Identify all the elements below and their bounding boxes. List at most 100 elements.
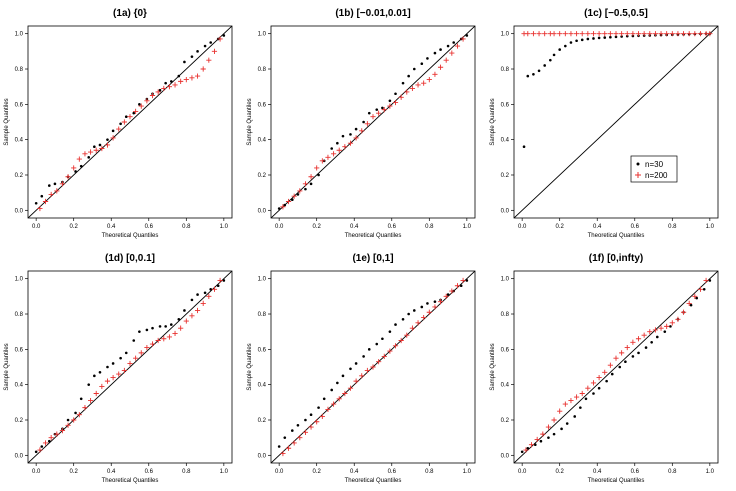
panel-1e: (1e) [0,1] 0.0 0.2 0.4 0.6 0.8 1.0 0.0 0.2 0.4 0.6…	[247, 253, 476, 484]
data-point	[98, 370, 102, 374]
data-point	[354, 362, 358, 365]
data-point	[98, 143, 102, 147]
y-tick-label: 0.0	[15, 208, 24, 214]
data-point	[523, 447, 529, 453]
data-point	[426, 302, 429, 305]
x-axis-label: Theoretical Quantiles	[588, 478, 645, 484]
data-point	[375, 342, 379, 346]
reference-line	[28, 271, 232, 463]
data-point	[116, 126, 122, 132]
data-point	[309, 182, 313, 186]
data-point	[597, 386, 601, 390]
data-point	[421, 314, 427, 321]
y-tick-label: 0.4	[258, 383, 267, 389]
data-point	[138, 103, 141, 106]
data-point	[702, 287, 706, 291]
data-point	[620, 35, 623, 38]
y-tick-label: 0.0	[15, 453, 24, 459]
data-point	[437, 299, 444, 305]
data-point	[641, 332, 647, 338]
data-point	[663, 330, 667, 333]
x-tick-label: 0.8	[425, 469, 434, 475]
y-tick-label: 0.6	[501, 347, 510, 353]
data-point	[217, 277, 223, 284]
data-point	[119, 356, 122, 360]
data-point	[415, 82, 421, 88]
data-point	[164, 325, 167, 328]
data-point	[401, 318, 405, 321]
x-tick-label: 0.8	[668, 224, 677, 230]
data-point	[551, 31, 557, 37]
plot-frame	[513, 270, 719, 464]
data-point	[302, 181, 309, 187]
plot-frame	[270, 25, 476, 219]
legend-box	[630, 155, 678, 183]
y-tick-label: 0.2	[501, 173, 510, 179]
x-tick-label: 0.4	[107, 469, 116, 475]
data-point	[138, 330, 141, 333]
data-point	[533, 443, 537, 447]
data-point	[209, 287, 213, 291]
data-point	[222, 279, 226, 282]
data-point	[217, 36, 223, 42]
data-point	[341, 134, 345, 138]
data-point	[79, 164, 83, 168]
data-point	[394, 92, 397, 96]
series-n=30	[277, 279, 469, 448]
data-point	[277, 445, 281, 448]
data-point	[183, 309, 186, 312]
x-tick-label: 0.6	[388, 224, 397, 230]
data-point	[65, 422, 71, 428]
data-point	[87, 149, 94, 155]
data-point	[362, 355, 365, 358]
data-point	[526, 446, 530, 450]
x-tick-label: 0.4	[593, 224, 602, 230]
data-point	[579, 406, 582, 409]
data-point	[631, 355, 635, 358]
data-point	[376, 359, 382, 365]
y-tick-label: 0.2	[15, 418, 24, 424]
data-point	[42, 198, 49, 205]
data-point	[537, 69, 541, 73]
data-point	[161, 336, 167, 342]
data-point	[110, 374, 116, 381]
data-point	[551, 417, 557, 423]
data-point	[54, 188, 60, 194]
data-point	[138, 103, 144, 109]
data-point	[530, 31, 537, 37]
data-point	[689, 303, 693, 307]
data-point	[353, 378, 359, 384]
data-point	[404, 332, 410, 338]
data-point	[398, 337, 404, 344]
data-point	[37, 447, 43, 453]
data-point	[579, 390, 585, 397]
data-point	[460, 36, 466, 42]
y-tick-label: 0.2	[258, 418, 267, 424]
data-point	[610, 372, 614, 376]
data-point	[158, 325, 162, 328]
data-point	[319, 413, 325, 420]
data-point	[59, 427, 66, 434]
data-point	[196, 50, 199, 53]
data-point	[354, 127, 358, 131]
data-point	[71, 165, 77, 171]
series-n=30	[522, 32, 712, 149]
data-point	[564, 44, 567, 48]
data-point	[534, 436, 540, 443]
data-point	[364, 367, 370, 374]
data-point	[161, 85, 167, 92]
data-point	[565, 422, 569, 425]
x-tick-label: 0.0	[275, 469, 284, 475]
x-tick-label: 0.0	[518, 469, 527, 475]
reference-line	[514, 26, 718, 218]
data-point	[446, 293, 450, 296]
y-tick-label: 0.6	[258, 347, 267, 353]
data-point	[415, 320, 421, 326]
data-point	[283, 436, 287, 439]
data-point	[669, 31, 675, 37]
data-point	[618, 365, 622, 369]
data-point	[48, 435, 54, 441]
data-point	[280, 450, 286, 457]
data-point	[680, 31, 687, 37]
